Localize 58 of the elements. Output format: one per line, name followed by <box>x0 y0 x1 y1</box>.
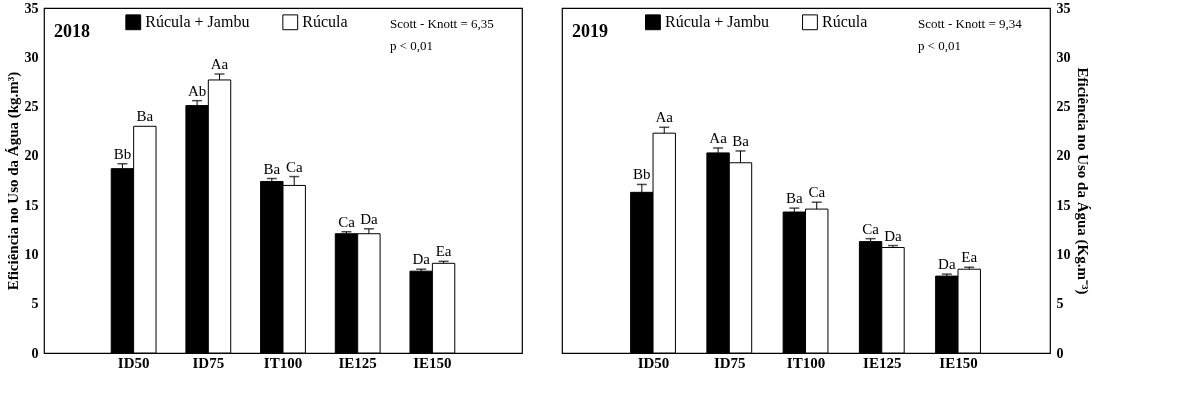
data-label: Ca <box>285 158 303 175</box>
data-label: Aa <box>709 129 728 146</box>
annotation: p < 0,01 <box>918 38 962 53</box>
data-label: Bb <box>113 145 132 162</box>
x-tick-label: IE125 <box>863 354 902 371</box>
data-label: Da <box>360 210 378 227</box>
y-tick-label: 35 <box>24 0 39 16</box>
y2-tick-label: 5 <box>1056 296 1064 312</box>
data-label: Bb <box>633 166 651 183</box>
annotation: Scott - Knott = 6,35 <box>390 16 494 31</box>
x-tick-label: IT100 <box>786 354 826 371</box>
y-tick-label: 10 <box>24 246 39 262</box>
data-label: Ab <box>187 82 207 99</box>
legend-label: Rúcula + Jambu <box>145 13 250 31</box>
text: 2018 <box>54 21 90 41</box>
y-tick-label: 0 <box>31 345 39 361</box>
data-label: Da <box>884 227 903 244</box>
data-label: Aa <box>655 109 674 126</box>
x-tick-label: ID75 <box>713 354 746 371</box>
y2-tick-label: 20 <box>1056 148 1071 164</box>
x-tick-label: ID50 <box>637 354 670 371</box>
data-label: Ba <box>263 160 281 177</box>
x-tick-label: IE125 <box>338 354 377 371</box>
data-label: Aa <box>210 56 229 73</box>
data-label: Ba <box>785 190 803 207</box>
x-tick-label: IE150 <box>939 354 978 371</box>
y2-tick-label: 15 <box>1056 197 1071 213</box>
x-tick-label: ID75 <box>192 354 225 371</box>
data-label: Ea <box>435 243 452 260</box>
y-tick-label: 15 <box>24 197 39 213</box>
y2-tick-label: 0 <box>1056 345 1064 361</box>
data-label: Ca <box>338 213 356 230</box>
annotation: p < 0,01 <box>390 38 434 53</box>
legend-label: Rúcula + Jambu <box>664 13 770 31</box>
annotation: Scott - Knott = 9,34 <box>918 16 1023 31</box>
y2-axis-title: Eficiência no Uso da Água (Kg.m⁻³) <box>1073 67 1091 295</box>
data-label: Ca <box>808 184 826 201</box>
data-label: Ba <box>732 132 750 149</box>
y-axis-title: Eficiência no Uso da Água (kg.m³) <box>4 71 22 291</box>
data-label: Ca <box>862 220 880 237</box>
x-tick-label: IE150 <box>413 354 452 371</box>
y-tick-label: 20 <box>24 148 39 164</box>
y-tick-label: 25 <box>24 99 39 115</box>
data-label: Da <box>938 256 956 273</box>
data-label: Ba <box>136 108 154 125</box>
data-label: Da <box>412 251 431 268</box>
data-label: Ea <box>961 249 978 266</box>
legend-label: Rúcula <box>302 13 348 31</box>
legend-label: Rúcula <box>821 13 868 31</box>
y-tick-label: 5 <box>31 296 39 312</box>
y2-tick-label: 10 <box>1056 246 1071 262</box>
x-tick-label: ID50 <box>117 354 150 371</box>
x-tick-label: IT100 <box>263 354 303 371</box>
text: 2019 <box>572 21 608 41</box>
y2-tick-label: 30 <box>1056 49 1071 65</box>
y-tick-label: 30 <box>24 49 39 65</box>
y2-tick-label: 25 <box>1056 99 1071 115</box>
y2-tick-label: 35 <box>1056 0 1071 16</box>
